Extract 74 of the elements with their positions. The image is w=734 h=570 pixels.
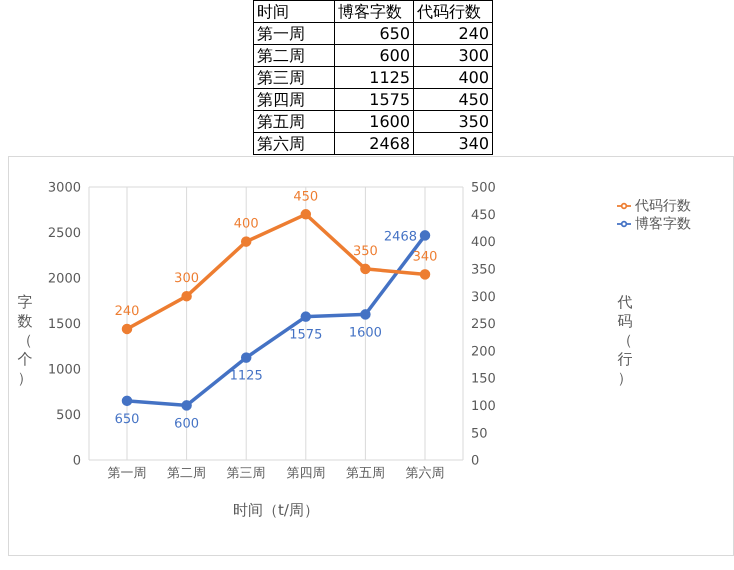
y2-tick-label: 250 bbox=[471, 317, 496, 332]
data-label: 600 bbox=[334, 44, 414, 66]
data-label: 1575 bbox=[334, 88, 414, 110]
point bbox=[360, 264, 371, 274]
category-label: 第二周 bbox=[254, 44, 334, 66]
x-tick-label: 第二周 bbox=[167, 466, 206, 482]
data-label: 400 bbox=[414, 66, 492, 88]
y2-tick-label: 500 bbox=[471, 180, 496, 196]
data-label: 350 bbox=[414, 110, 492, 132]
data-label: 650 bbox=[334, 22, 414, 44]
data-label: 650 bbox=[114, 412, 140, 427]
y2-tick-label: 400 bbox=[471, 235, 496, 250]
data-label: 1125 bbox=[334, 66, 414, 88]
y2-tick-label: 0 bbox=[471, 454, 480, 469]
text: 博客字数 bbox=[334, 0, 414, 22]
category-label: 第四周 bbox=[254, 88, 334, 110]
y-tick-label: 2500 bbox=[48, 226, 81, 242]
y2-tick-label: 100 bbox=[471, 399, 496, 414]
data-label: 350 bbox=[352, 244, 378, 259]
legend-label: 代码行数 bbox=[414, 0, 492, 22]
x-tick-label: 第四周 bbox=[286, 466, 326, 482]
x-tick-label: 第三周 bbox=[226, 466, 266, 482]
point bbox=[181, 400, 192, 411]
y2-tick-label: 300 bbox=[471, 290, 496, 305]
y-tick-label: 1000 bbox=[48, 362, 81, 378]
data-label: 2468 bbox=[334, 132, 414, 154]
point bbox=[300, 209, 312, 220]
text: 时间 bbox=[254, 0, 334, 22]
point bbox=[181, 290, 192, 302]
x-axis-title: 时间（t/周） bbox=[233, 501, 319, 519]
y2-tick-label: 350 bbox=[471, 262, 496, 278]
point bbox=[360, 309, 371, 320]
y2-tick-label: 450 bbox=[471, 208, 496, 223]
point bbox=[122, 396, 132, 406]
data-label: 340 bbox=[412, 249, 438, 264]
data-label: 1600 bbox=[348, 325, 382, 340]
y2-tick-label: 200 bbox=[471, 344, 496, 360]
point bbox=[240, 352, 252, 363]
data-label: 400 bbox=[234, 216, 259, 232]
y-tick-label: 3000 bbox=[48, 180, 81, 196]
y-tick-label: 0 bbox=[72, 454, 81, 469]
x-tick-label: 第五周 bbox=[346, 466, 385, 482]
y-tick-label: 1500 bbox=[48, 317, 81, 332]
data-label: 300 bbox=[414, 44, 492, 66]
legend-label: 博客字数 bbox=[635, 216, 691, 232]
category-label: 第六周 bbox=[254, 132, 334, 154]
category-label: 第一周 bbox=[254, 22, 334, 44]
point bbox=[420, 269, 430, 280]
data-label: 2468 bbox=[384, 229, 417, 244]
data-label: 1600 bbox=[334, 110, 414, 132]
data-label: 450 bbox=[293, 189, 318, 204]
data-label: 600 bbox=[174, 416, 200, 432]
y2-tick-label: 50 bbox=[471, 426, 488, 442]
point bbox=[420, 230, 430, 241]
y-axis-title: 字数（个） bbox=[18, 293, 32, 388]
y-tick-label: 500 bbox=[56, 408, 81, 424]
data-label: 240 bbox=[114, 304, 140, 319]
category-label: 第三周 bbox=[254, 66, 334, 88]
data-label: 340 bbox=[414, 132, 492, 154]
point bbox=[300, 311, 312, 322]
y2-tick-label: 150 bbox=[471, 372, 496, 387]
data-label: 450 bbox=[414, 88, 492, 110]
category-label: 第五周 bbox=[254, 110, 334, 132]
data-label: 1575 bbox=[289, 328, 322, 343]
y2-axis-title: 代码（行） bbox=[616, 293, 632, 388]
data-label: 240 bbox=[414, 22, 492, 44]
point bbox=[122, 324, 132, 334]
data-label: 300 bbox=[174, 271, 200, 286]
legend-label: 代码行数 bbox=[635, 198, 691, 214]
y-tick-label: 2000 bbox=[48, 272, 81, 287]
x-tick-label: 第六周 bbox=[406, 466, 444, 482]
data-label: 1125 bbox=[230, 368, 263, 384]
x-tick-label: 第一周 bbox=[108, 466, 146, 482]
point bbox=[240, 236, 252, 247]
